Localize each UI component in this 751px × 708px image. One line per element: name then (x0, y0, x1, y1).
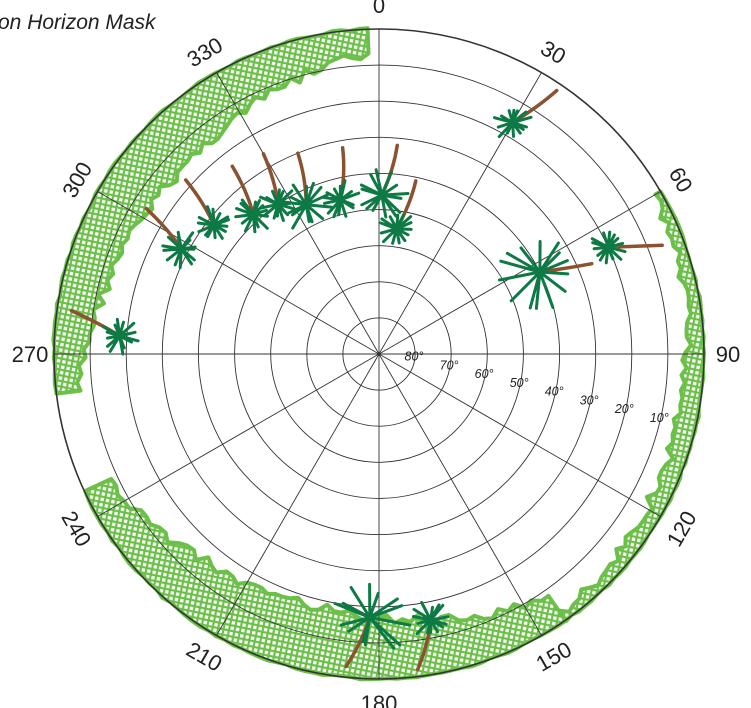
tree-crown (322, 179, 361, 219)
tree-crown (196, 205, 231, 240)
tree-crown (234, 198, 269, 234)
azimuth-spoke (216, 353, 380, 636)
elevation-label: 60° (475, 367, 494, 381)
azimuth-spoke (378, 191, 661, 355)
elevation-label: 50° (510, 376, 529, 390)
azimuth-label: 0 (373, 0, 385, 18)
azimuth-label: 330 (183, 32, 227, 72)
azimuth-label: 240 (56, 507, 96, 551)
azimuth-spoke (97, 353, 380, 517)
azimuth-label: 30 (536, 35, 570, 69)
azimuth-spoke (97, 191, 380, 355)
azimuth-label: 60 (664, 163, 698, 197)
elevation-label: 20° (614, 402, 634, 416)
tree-crown (497, 240, 570, 310)
tree-crown (379, 213, 413, 245)
azimuth-label: 210 (182, 637, 226, 677)
elevation-label: 40° (545, 385, 564, 399)
azimuth-label: 300 (57, 158, 97, 202)
tree-crown (493, 108, 533, 139)
tree-crown (590, 230, 627, 265)
elevation-label: 80° (405, 350, 424, 364)
azimuth-label: 120 (662, 507, 702, 551)
tree-crown (161, 230, 197, 270)
elevation-label: 30° (580, 393, 599, 407)
azimuth-label: 90 (716, 342, 740, 367)
tree-crown (259, 188, 297, 222)
diagram-title: on Horizon Mask (0, 11, 157, 34)
tree-crown (359, 168, 410, 219)
azimuth-spoke (378, 353, 542, 636)
foliage-upper-left-canopy (51, 26, 371, 396)
azimuth-label: 150 (532, 637, 576, 677)
elevation-label: 70° (440, 359, 459, 373)
tree-crown (333, 582, 412, 650)
elevation-label: 10° (650, 411, 669, 425)
polar-grid (53, 28, 705, 680)
tree-crown (102, 317, 140, 356)
azimuth-label: 270 (12, 342, 49, 367)
tree-trunk (230, 164, 256, 217)
tree-crown (276, 181, 333, 230)
tree-crowns (102, 108, 627, 650)
azimuth-spoke (378, 353, 661, 517)
tree-crown (411, 601, 450, 636)
azimuth-label: 180 (361, 691, 398, 708)
azimuth-spoke (216, 72, 380, 355)
